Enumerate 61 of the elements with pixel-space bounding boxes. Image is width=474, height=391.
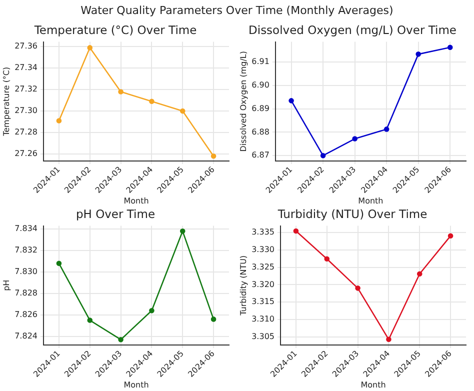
point: [416, 271, 422, 277]
point: [56, 118, 62, 124]
x-axis-title: Month: [124, 380, 149, 390]
y-tick-label: 27.32: [14, 84, 38, 94]
y-tick-label: 6.90: [252, 80, 270, 90]
y-tick-label: 6.87: [252, 150, 270, 160]
point: [180, 228, 186, 234]
point: [149, 98, 154, 104]
point: [210, 153, 216, 159]
point: [56, 260, 62, 266]
point: [118, 336, 124, 342]
point: [447, 44, 453, 50]
y-tick-label: 3.320: [252, 280, 274, 289]
y-axis-title: Temperature (°C): [2, 66, 11, 137]
point: [320, 152, 326, 158]
x-axis-title: Month: [124, 196, 149, 206]
y-tick-label: 27.36: [14, 42, 38, 51]
x-axis-title: Month: [360, 380, 386, 390]
y-tick-label: 7.832: [14, 246, 38, 255]
point: [384, 126, 390, 132]
chart-title: Turbidity (NTU) Over Time: [276, 206, 428, 221]
point: [416, 52, 422, 57]
point: [210, 316, 216, 322]
point: [180, 108, 186, 114]
point: [355, 286, 360, 291]
y-tick-label: 27.34: [14, 63, 38, 72]
point: [87, 45, 93, 50]
y-axis-title: pH: [2, 280, 11, 291]
y-tick-label: 7.830: [14, 267, 38, 276]
y-axis-title: Turbidity (NTU): [238, 255, 248, 316]
y-tick-label: 3.330: [252, 244, 274, 254]
y-tick-label: 3.310: [252, 314, 274, 324]
point: [293, 228, 299, 234]
point: [324, 256, 330, 262]
y-tick-label: 27.28: [14, 128, 38, 137]
point: [386, 336, 392, 342]
y-tick-label: 3.315: [252, 297, 274, 306]
y-tick-label: 3.335: [252, 228, 274, 236]
point: [118, 89, 124, 94]
chart-title: pH Over Time: [76, 206, 156, 221]
y-tick-label: 6.89: [252, 104, 270, 113]
y-tick-label: 6.91: [252, 57, 270, 66]
chart-title: Dissolved Oxygen (mg/L) Over Time: [248, 22, 456, 37]
point: [149, 308, 154, 314]
y-tick-label: 27.26: [14, 149, 38, 158]
y-tick-label: 7.834: [14, 224, 38, 234]
text: Water Quality Parameters Over Time (Monthly Averages): [80, 3, 394, 19]
point: [87, 318, 93, 323]
y-tick-label: 7.824: [14, 331, 38, 340]
y-tick-label: 7.828: [14, 288, 38, 298]
chart-title: Temperature (°C) Over Time: [33, 22, 197, 37]
y-tick-label: 27.30: [14, 106, 38, 116]
y-tick-label: 6.88: [252, 127, 270, 136]
point: [448, 233, 454, 239]
point: [352, 136, 358, 142]
y-tick-label: 3.305: [252, 332, 274, 342]
x-axis-title: Month: [358, 196, 384, 206]
point: [288, 98, 294, 104]
y-tick-label: 3.325: [252, 262, 274, 272]
y-tick-label: 7.826: [14, 310, 38, 319]
y-axis-title: Dissolved Oxygen (mg/L): [238, 51, 248, 152]
